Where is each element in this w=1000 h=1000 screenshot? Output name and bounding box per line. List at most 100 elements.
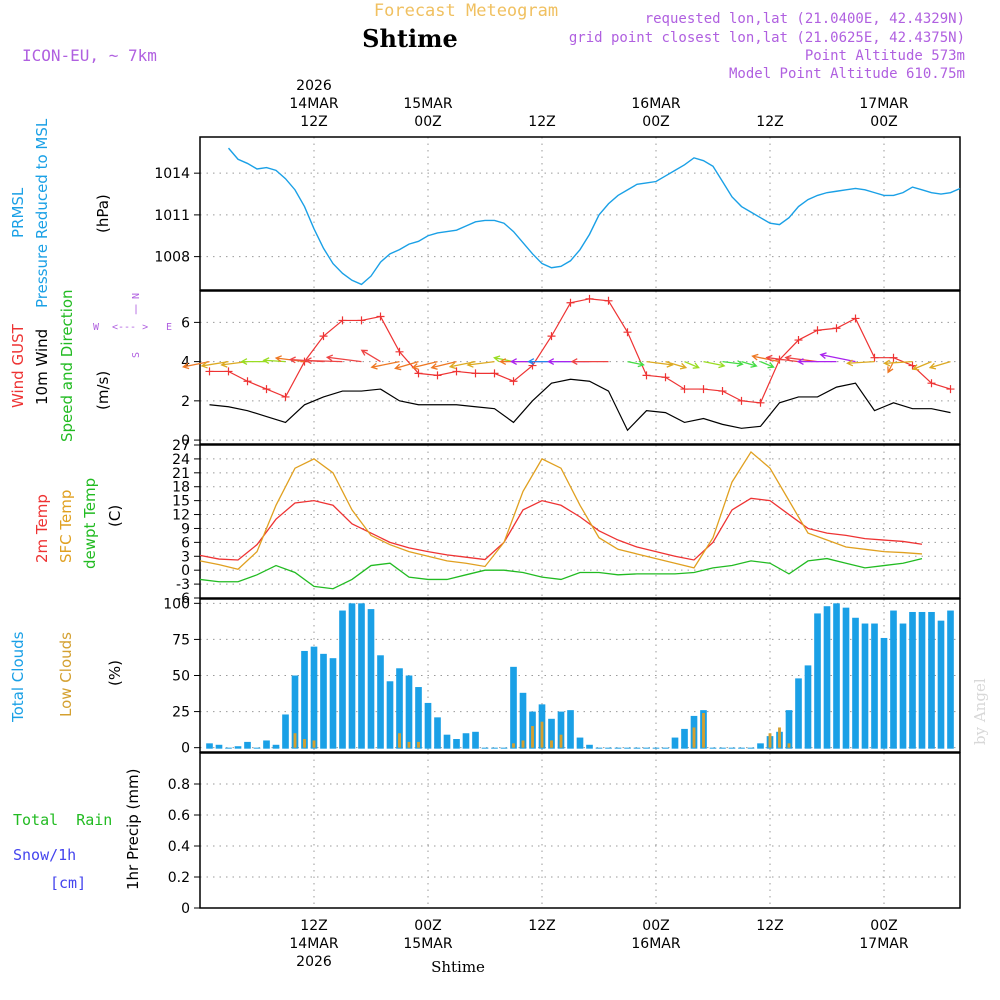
clouds-unit: (%) xyxy=(106,660,124,686)
time-axis-bottom: 12Z 14MAR 2026 00Z 15MAR 12Z 00Z 16MAR 12Z 00Z 17M… xyxy=(289,918,908,970)
total-clouds-bar xyxy=(852,617,859,749)
panels: 1008101110140246-6-303691215182124270255… xyxy=(154,136,961,917)
footer-location: Shtime xyxy=(431,958,485,976)
total-clouds-bar xyxy=(605,747,612,749)
time-label: 12Z xyxy=(756,114,783,130)
total-clouds-label: Total Clouds xyxy=(9,631,27,723)
total-clouds-bar xyxy=(301,650,308,749)
clouds-panel: 0 25 50 75 100 xyxy=(163,596,961,757)
compass-we-arrow: <--- > xyxy=(112,322,148,333)
wind-direction-arrow xyxy=(703,360,726,369)
total-clouds-bar xyxy=(671,737,679,749)
temp-ytick-label: -3 xyxy=(176,577,190,593)
total-clouds-bar xyxy=(348,603,356,749)
point-altitude: Point Altitude 573m xyxy=(805,48,965,64)
clouds-ytick-label: 75 xyxy=(172,632,190,648)
snow-unit-label: [cm] xyxy=(50,874,86,892)
total-clouds-bar xyxy=(519,692,527,749)
total-clouds-bar xyxy=(709,747,717,749)
total-clouds-bar xyxy=(567,710,574,749)
total-clouds-bar xyxy=(918,611,926,749)
wind-direction-arrow xyxy=(182,360,210,370)
wind-ytick-label: 6 xyxy=(181,315,190,331)
total-clouds-bar xyxy=(909,611,916,749)
low-clouds-bar xyxy=(550,740,553,748)
time-label: 14MAR xyxy=(289,936,338,952)
wind-panel-labels: Wind GUST 10m Wind Speed and Direction (… xyxy=(9,289,172,442)
total-clouds-bar xyxy=(263,740,270,749)
total-clouds-bar xyxy=(833,603,840,749)
temp-dewpt-label: dewpt Temp xyxy=(81,478,99,569)
pressure-line xyxy=(227,147,961,286)
wind-ytick-label: 2 xyxy=(181,394,190,410)
total-clouds-bar xyxy=(937,620,945,749)
total-clouds-bar xyxy=(225,747,232,749)
total-clouds-bar xyxy=(329,658,337,749)
total-clouds-bar xyxy=(310,646,318,749)
temp-panel-labels: 2m Temp SFC Temp dewpt Temp (C) xyxy=(33,478,124,569)
wind-gust-marker xyxy=(376,312,385,321)
low-clouds-bar xyxy=(407,741,411,748)
wind-direction-arrow xyxy=(741,360,758,368)
total-clouds-bar xyxy=(804,665,812,749)
total-clouds-bar xyxy=(272,744,280,749)
precip-frame xyxy=(199,752,961,909)
time-axis-top: 2026 14MAR 12Z 15MAR 00Z 12Z 16MAR 00Z 12Z 17MAR 0… xyxy=(289,78,908,130)
time-label: 2026 xyxy=(296,954,332,970)
wind-gust-marker xyxy=(794,336,803,345)
time-label: 12Z xyxy=(300,114,327,130)
low-clouds-bar xyxy=(787,743,791,748)
wind-gust-label: Wind GUST xyxy=(9,323,27,408)
wind-direction-arrow xyxy=(325,354,362,363)
wind-ytick-label: 0 xyxy=(181,433,190,449)
precip-unit: 1hr Precip (mm) xyxy=(124,769,142,890)
time-label: 14MAR xyxy=(289,96,338,112)
low-clouds-bar xyxy=(531,726,534,748)
total-clouds-bar xyxy=(396,668,403,749)
grid-point-coords: grid point closest lon,lat (21.0625E, 42… xyxy=(569,30,965,46)
pressure-frame xyxy=(199,136,961,291)
time-label: 00Z xyxy=(642,918,669,934)
total-clouds-bar xyxy=(681,728,688,749)
low-clouds-bar xyxy=(398,733,401,748)
temp-ytick-label: 27 xyxy=(172,438,190,454)
wind-direction-arrow xyxy=(262,357,286,365)
wind-direction-arrow xyxy=(722,360,744,367)
clouds-frame xyxy=(199,598,961,753)
wind-gust-marker xyxy=(262,385,271,394)
wind-direction-arrow xyxy=(394,360,419,371)
total-clouds-bar xyxy=(244,741,251,749)
total-clouds-bar xyxy=(434,717,441,749)
wind-direction-arrow xyxy=(796,358,837,366)
pressure-unit: (hPa) xyxy=(94,194,112,233)
total-clouds-bar xyxy=(282,714,289,749)
time-label: 00Z xyxy=(642,114,669,130)
temp-ytick-label: 12 xyxy=(172,508,190,524)
total-clouds-bar xyxy=(415,687,422,749)
wind-direction-arrow xyxy=(200,360,229,369)
wind-direction-arrow xyxy=(911,361,932,371)
temp-sfc-line xyxy=(199,450,923,570)
total-clouds-bar xyxy=(624,747,631,749)
low-clouds-bar xyxy=(312,740,316,748)
low-clouds-bar xyxy=(768,733,772,748)
total-clouds-bar xyxy=(928,611,935,749)
wind-direction-arrow xyxy=(304,357,343,365)
temp-ytick-label: 24 xyxy=(172,452,190,468)
time-label: 16MAR xyxy=(631,96,680,112)
wind-direction-label: Speed and Direction xyxy=(58,289,76,442)
wind-panel: 0 2 4 6 xyxy=(181,290,961,449)
pressure-panel: 1008 1011 1014 xyxy=(154,136,961,291)
total-clouds-bar xyxy=(652,747,660,749)
wind-gust-marker xyxy=(414,369,423,378)
temp-2m-label: 2m Temp xyxy=(33,494,51,563)
precip-panel: 0 0.2 0.4 0.6 0.8 xyxy=(168,752,961,917)
temp-dewpt-line xyxy=(199,557,923,590)
wind-gust-marker xyxy=(737,396,746,405)
total-clouds-bar xyxy=(215,744,223,749)
temp-unit: (C) xyxy=(106,505,124,527)
compass-e: E xyxy=(166,322,172,333)
total-clouds-bar xyxy=(462,733,470,749)
wind-unit: (m/s) xyxy=(94,371,112,410)
